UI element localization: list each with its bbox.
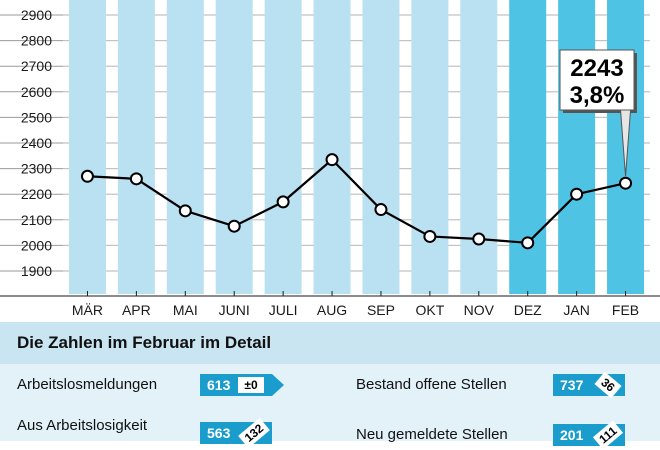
data-point-juni bbox=[227, 219, 241, 233]
bar-juni bbox=[215, 0, 253, 294]
x-tick-label: MÄR bbox=[72, 302, 103, 318]
callout-percent: 3,8% bbox=[570, 82, 625, 109]
callout-box bbox=[559, 49, 635, 111]
value-box-bestand-offene-stellen: 737 36 bbox=[553, 371, 625, 399]
data-point-dez bbox=[521, 236, 535, 250]
x-tick-label: AUG bbox=[317, 302, 347, 318]
data-point-nov bbox=[472, 232, 486, 246]
y-tick-label: 2100 bbox=[21, 212, 52, 228]
bar-mär bbox=[68, 0, 106, 294]
x-tick-label: DEZ bbox=[514, 302, 542, 318]
data-point-sep bbox=[374, 203, 388, 217]
series-line bbox=[80, 153, 633, 250]
x-tick-label: SEP bbox=[367, 302, 395, 318]
bar-sep bbox=[362, 0, 400, 294]
data-point-feb bbox=[619, 176, 633, 190]
data-point-juli bbox=[276, 195, 290, 209]
x-tick-label: NOV bbox=[464, 302, 495, 318]
label-aus-arbeitslosigkeit: Aus Arbeitslosigkeit bbox=[17, 417, 148, 434]
value-neu-gemeldete-stellen: 201 bbox=[560, 427, 584, 443]
label-arbeitslosmeldungen: Arbeitslosmeldungen bbox=[17, 376, 158, 393]
bar-mai bbox=[166, 0, 204, 294]
detail-title: Die Zahlen im Februar im Detail bbox=[17, 333, 272, 352]
value-box-aus-arbeitslosigkeit: 563 132 bbox=[200, 417, 272, 449]
data-point-mai bbox=[178, 204, 192, 218]
value-aus-arbeitslosigkeit: 563 bbox=[207, 425, 231, 441]
bar-okt bbox=[411, 0, 449, 294]
x-tick-label: OKT bbox=[415, 302, 444, 318]
y-tick-label: 2900 bbox=[21, 7, 52, 23]
x-tick-label: JUNI bbox=[219, 302, 250, 318]
value-bestand-offene-stellen: 737 bbox=[560, 377, 584, 393]
x-tick-label: FEB bbox=[612, 302, 639, 318]
data-point-mär bbox=[80, 169, 94, 183]
bar-aug bbox=[313, 0, 351, 294]
bar-nov bbox=[460, 0, 498, 294]
y-axis: 1900 2000 2100 2200 2300 2400 2500 2600 2700 2800… bbox=[21, 7, 52, 279]
data-point-jan bbox=[570, 187, 584, 201]
detail-header: Die Zahlen im Februar im Detail bbox=[0, 322, 660, 364]
y-tick-label: 2700 bbox=[21, 58, 52, 74]
callout-value: 2243 bbox=[570, 55, 623, 82]
series-polyline bbox=[87, 158, 626, 244]
change-badge-bestand-offene-stellen: 36 bbox=[594, 371, 622, 399]
x-tick-label: JAN bbox=[563, 302, 589, 318]
value-box-neu-gemeldete-stellen: 201 111 bbox=[553, 420, 625, 450]
data-point-okt bbox=[423, 229, 437, 243]
label-bestand-offene-stellen: Bestand offene Stellen bbox=[356, 376, 507, 393]
value-arbeitslosmeldungen: 613 bbox=[207, 377, 231, 393]
detail-panel: Die Zahlen im Februar im Detail Arbeitsl… bbox=[0, 322, 660, 450]
x-axis: MÄR APR MAI JUNI JULI AUG SEP OKT NOV DEZ JAN FEB bbox=[0, 291, 660, 318]
bar-juli bbox=[264, 0, 302, 294]
change-badge-aus-arbeitslosigkeit: 132 bbox=[238, 417, 270, 449]
x-tick-label: MAI bbox=[173, 302, 198, 318]
y-tick-label: 2000 bbox=[21, 237, 52, 253]
data-point-apr bbox=[129, 172, 143, 186]
change-badge-neu-gemeldete-stellen: 111 bbox=[592, 420, 624, 450]
data-point-aug bbox=[325, 153, 339, 167]
bar-dez bbox=[509, 0, 547, 294]
y-tick-label: 1900 bbox=[21, 263, 52, 279]
label-neu-gemeldete-stellen: Neu gemeldete Stellen bbox=[356, 426, 508, 443]
x-tick-label: APR bbox=[122, 302, 151, 318]
value-box-arbeitslosmeldungen: 613 ±0 bbox=[200, 374, 284, 396]
y-tick-label: 2800 bbox=[21, 33, 52, 49]
y-tick-label: 2400 bbox=[21, 135, 52, 151]
y-tick-label: 2600 bbox=[21, 84, 52, 100]
y-tick-label: 2500 bbox=[21, 109, 52, 125]
neutral-arrow-icon bbox=[272, 374, 284, 396]
y-tick-label: 2300 bbox=[21, 161, 52, 177]
change-badge-arbeitslosmeldungen: ±0 bbox=[238, 377, 264, 393]
x-tick-label: JULI bbox=[269, 302, 298, 318]
bar-jan bbox=[558, 0, 596, 294]
y-tick-label: 2200 bbox=[21, 186, 52, 202]
bar-apr bbox=[117, 0, 155, 294]
bars bbox=[68, 0, 645, 294]
